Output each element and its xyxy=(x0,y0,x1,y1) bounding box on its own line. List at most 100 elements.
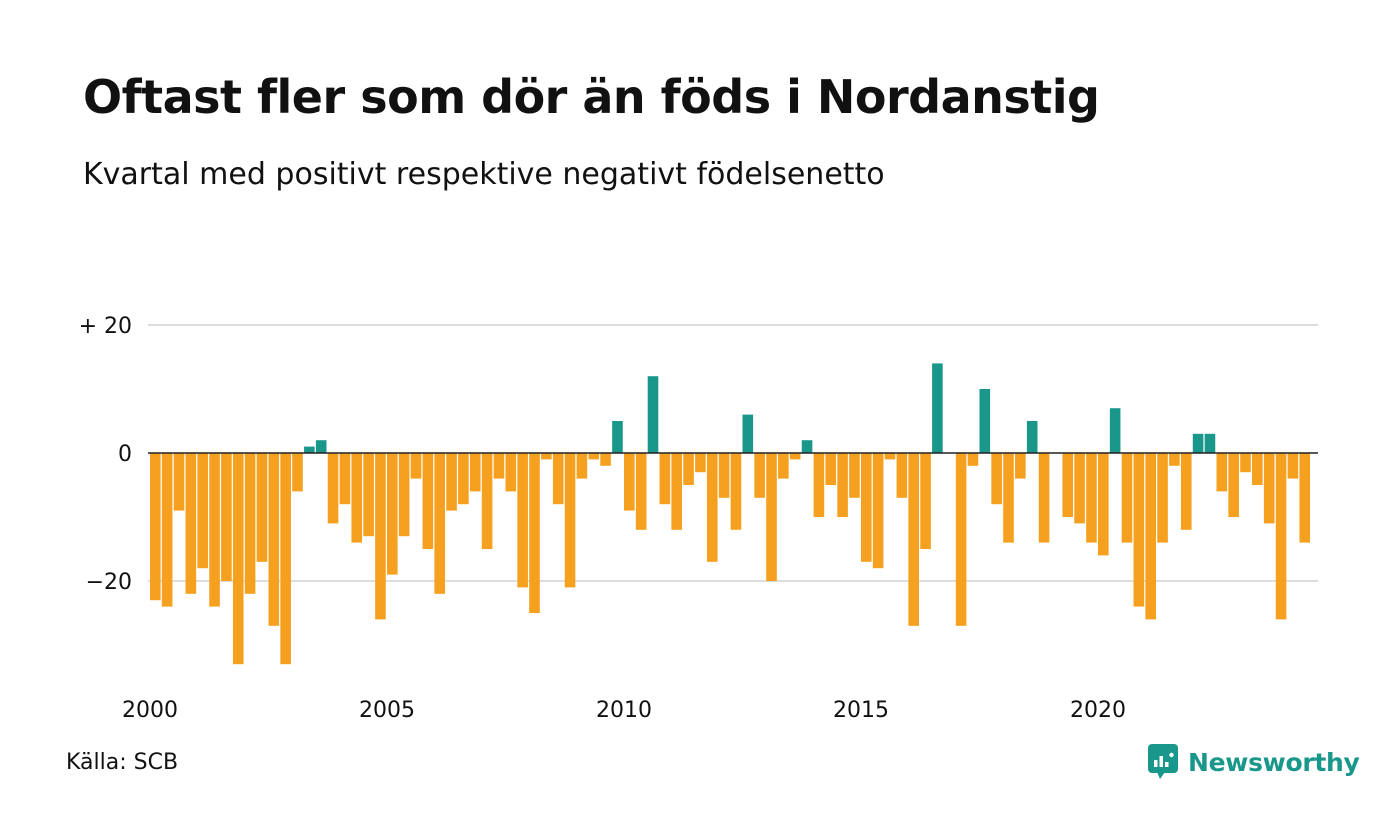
bar-negative xyxy=(339,453,351,505)
bar-negative xyxy=(517,453,528,588)
bar-negative xyxy=(434,453,445,594)
bars xyxy=(150,363,1311,665)
x-tick-label: 2005 xyxy=(359,698,415,723)
bar-negative xyxy=(1062,453,1074,517)
bar-negative xyxy=(861,453,872,562)
bar-positive xyxy=(304,446,315,453)
bar-negative xyxy=(173,453,185,511)
bar-negative xyxy=(327,453,339,524)
bar-negative xyxy=(624,453,635,511)
bar-negative xyxy=(659,453,671,505)
bar-negative xyxy=(564,453,576,588)
bar-negative xyxy=(600,453,611,466)
bar-negative xyxy=(920,453,931,549)
bar-negative xyxy=(1252,453,1263,485)
bar-negative xyxy=(991,453,1002,505)
bar-positive xyxy=(1109,408,1121,453)
bar-negative xyxy=(493,453,505,479)
bar-negative xyxy=(1169,453,1180,466)
bar-negative xyxy=(422,453,434,549)
bar-negative xyxy=(161,453,173,607)
bar-negative xyxy=(1074,453,1085,524)
bar-negative xyxy=(552,453,564,505)
bar-negative xyxy=(825,453,837,485)
x-tick-label: 2015 xyxy=(833,698,889,723)
bar-negative xyxy=(387,453,398,575)
bar-negative xyxy=(1086,453,1097,543)
bar-negative xyxy=(718,453,730,498)
bar-negative xyxy=(529,453,540,613)
bar-negative xyxy=(896,453,908,498)
bar-negative xyxy=(398,453,410,537)
bar-negative xyxy=(1216,453,1228,492)
bar-negative xyxy=(351,453,363,543)
bar-positive xyxy=(1204,433,1216,453)
bar-positive xyxy=(979,389,991,453)
bar-positive xyxy=(932,363,943,453)
bar-positive xyxy=(1026,421,1038,453)
bar-negative xyxy=(1157,453,1168,543)
bar-negative xyxy=(635,453,647,530)
bar-negative xyxy=(268,453,280,626)
bar-negative xyxy=(789,453,801,460)
chart-subtitle: Kvartal med positivt respektive negativt… xyxy=(83,157,885,192)
bar-negative xyxy=(588,453,600,460)
bar-negative xyxy=(908,453,919,626)
bar-negative xyxy=(730,453,742,530)
newsworthy-logo-icon xyxy=(1148,744,1178,779)
bar-negative xyxy=(1275,453,1287,620)
bar-positive xyxy=(801,440,813,453)
bar-negative xyxy=(1145,453,1156,620)
bar-negative xyxy=(505,453,517,492)
bar-negative xyxy=(695,453,706,473)
bar-negative xyxy=(232,453,244,665)
brand-logo[interactable]: Newsworthy xyxy=(1148,744,1360,780)
bar-negative xyxy=(244,453,256,594)
bar-negative xyxy=(280,453,291,665)
bar-negative xyxy=(1015,453,1026,479)
bar-negative xyxy=(1299,453,1311,543)
axes: + 20 0 −20 2000 2005 2010 2015 2020 xyxy=(79,314,1318,723)
brand-name: Newsworthy xyxy=(1188,747,1360,777)
bar-negative xyxy=(576,453,588,479)
bar-negative xyxy=(458,453,469,505)
grid-lines xyxy=(148,324,1318,582)
y-tick-label: 0 xyxy=(118,442,132,467)
bar-negative xyxy=(221,453,232,581)
bar-negative xyxy=(541,453,552,460)
bar-negative xyxy=(292,453,303,492)
bar-negative xyxy=(1121,453,1133,543)
bar-negative xyxy=(469,453,481,492)
bar-negative xyxy=(363,453,374,537)
bar-negative xyxy=(884,453,896,460)
bar-negative xyxy=(1098,453,1109,556)
bar-negative xyxy=(185,453,197,594)
bar-negative xyxy=(197,453,208,569)
bar-negative xyxy=(671,453,682,530)
y-tick-label: −20 xyxy=(86,570,132,595)
bar-negative xyxy=(683,453,694,485)
bar-negative xyxy=(872,453,884,569)
bar-negative xyxy=(446,453,457,511)
bar-negative xyxy=(1287,453,1299,479)
bar-negative xyxy=(754,453,765,498)
bar-positive xyxy=(742,414,754,453)
bar-positive xyxy=(315,440,327,453)
bar-negative xyxy=(256,453,268,562)
bar-negative xyxy=(706,453,718,562)
bar-negative xyxy=(1263,453,1275,524)
bar-negative xyxy=(410,453,422,479)
bar-negative xyxy=(1180,453,1192,530)
bar-negative xyxy=(375,453,386,620)
bar-negative xyxy=(967,453,979,466)
y-tick-label: + 20 xyxy=(79,314,132,339)
bar-positive xyxy=(1192,433,1204,453)
bar-negative xyxy=(150,453,161,601)
x-tick-label: 2000 xyxy=(122,698,178,723)
bar-negative xyxy=(766,453,777,581)
source-label: Källa: SCB xyxy=(66,750,179,775)
bar-positive xyxy=(612,421,623,453)
bar-negative xyxy=(849,453,860,498)
x-tick-label: 2010 xyxy=(596,698,652,723)
